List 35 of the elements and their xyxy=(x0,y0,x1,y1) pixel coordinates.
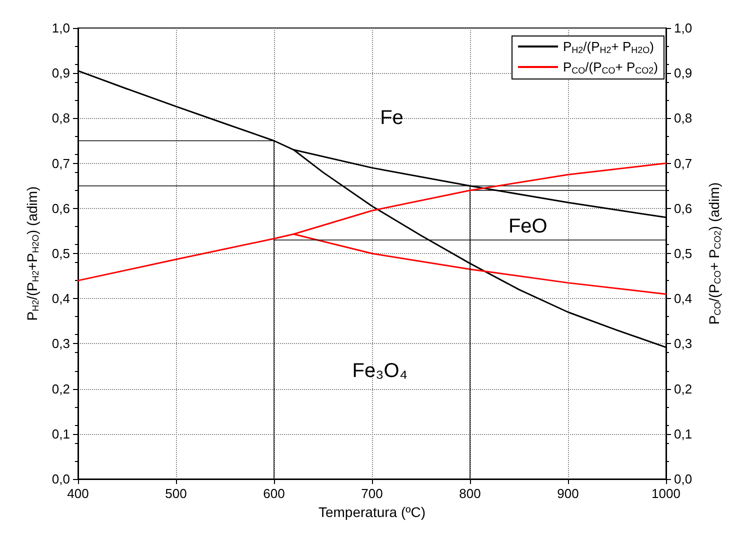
y-tick-label: 0,8 xyxy=(52,110,70,126)
y-tick-label: 0,6 xyxy=(52,200,70,216)
x-tick-label: 400 xyxy=(67,486,89,501)
x-tick-label: 600 xyxy=(263,486,285,501)
y-axis-title: PH2/(PH2+PH2O) (adim) xyxy=(24,186,40,321)
x-tick-label: 800 xyxy=(459,486,481,501)
y2-tick-label: 0,2 xyxy=(674,381,692,396)
y-tick-label: 1,0 xyxy=(52,20,70,36)
y2-axis-title: PCO/(PCO+ PCO2) (adim) xyxy=(706,182,722,325)
annotation: Fe₃O₄ xyxy=(352,360,408,382)
y-tick-label: 0,4 xyxy=(52,291,70,306)
y2-tick-label: 0,9 xyxy=(674,66,692,81)
annotation: FeO xyxy=(508,215,548,238)
y2-tick-label: 0,7 xyxy=(674,156,692,171)
y-tick-label: 0,5 xyxy=(52,246,70,261)
y2-tick-label: 0,5 xyxy=(674,246,692,261)
y-tick-label: 0,3 xyxy=(52,336,70,352)
y2-tick-label: 1,0 xyxy=(674,20,692,36)
y-tick-label: 0,1 xyxy=(52,426,70,442)
y2-tick-label: 0,3 xyxy=(674,336,692,352)
y2-tick-label: 0,8 xyxy=(674,110,692,126)
x-tick-label: 500 xyxy=(165,486,187,501)
x-axis-title: Temperatura (ºC) xyxy=(318,504,426,520)
y-tick-label: 0,9 xyxy=(52,66,70,81)
x-tick-label: 900 xyxy=(557,486,579,501)
y2-tick-label: 0,0 xyxy=(674,472,692,486)
y-tick-label: 0,7 xyxy=(52,156,70,171)
y2-tick-label: 0,4 xyxy=(674,291,692,306)
x-tick-label: 700 xyxy=(361,486,383,501)
y2-tick-label: 0,1 xyxy=(674,426,692,442)
annotation: Fe xyxy=(380,107,404,130)
y-tick-label: 0,2 xyxy=(52,381,70,396)
x-tick-label: 1000 xyxy=(652,486,680,501)
y2-tick-label: 0,6 xyxy=(674,200,692,216)
y-tick-label: 0,0 xyxy=(52,472,70,486)
